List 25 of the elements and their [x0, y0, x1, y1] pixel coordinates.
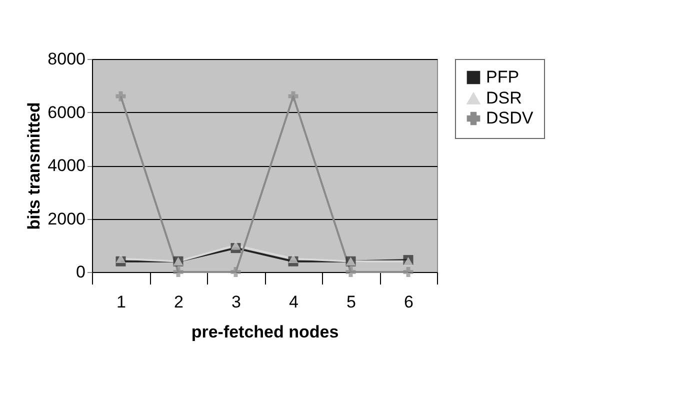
- y-tick-label: 8000: [48, 50, 86, 68]
- point: [403, 267, 414, 277]
- legend-label: PFP: [486, 68, 520, 86]
- y-axis-title: bits transmitted: [24, 102, 44, 230]
- x-tick-label: 5: [346, 292, 356, 312]
- legend-label: DSDV: [486, 108, 534, 128]
- point: [288, 91, 298, 102]
- x-tick-label: 4: [289, 292, 298, 312]
- point: [346, 267, 356, 277]
- point: [173, 267, 184, 277]
- point: [116, 254, 126, 264]
- point: [230, 267, 241, 277]
- x-tick-label: 1: [116, 292, 126, 312]
- x-tick-label: 6: [404, 292, 414, 312]
- x-axis-title: pre-fetched nodes: [191, 322, 339, 342]
- point: [116, 91, 126, 102]
- legend-label: DSR: [486, 88, 522, 108]
- point: [230, 241, 241, 250]
- y-tick-label: 2000: [48, 209, 86, 228]
- y-tick-label: 0: [76, 262, 86, 282]
- x-tick-label: 3: [232, 292, 241, 312]
- y-tick-label: 4000: [48, 156, 86, 175]
- point: [288, 254, 298, 264]
- y-tick-label: 6000: [48, 102, 86, 122]
- x-tick-label: 2: [174, 292, 184, 312]
